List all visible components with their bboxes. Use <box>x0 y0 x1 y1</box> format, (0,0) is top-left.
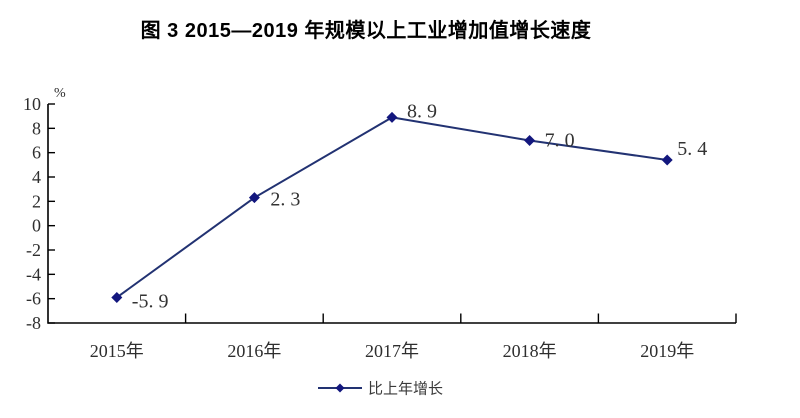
y-axis-tick-label: -6 <box>26 289 41 309</box>
chart-title: 图 3 2015—2019 年规模以上工业增加值增长速度 <box>140 20 592 42</box>
y-axis-tick-label: 8 <box>32 118 41 138</box>
x-axis-category-label: 2016年 <box>227 341 281 361</box>
legend-label: 比上年增长 <box>368 381 443 398</box>
y-axis-tick-label: 0 <box>32 216 41 236</box>
x-axis-category-label: 2018年 <box>503 341 557 361</box>
y-axis-tick-label: 10 <box>23 94 41 114</box>
data-point-marker <box>386 111 398 123</box>
data-point-marker <box>524 135 536 146</box>
x-axis-category-label: 2017年 <box>365 341 419 361</box>
y-axis-unit-label: % <box>54 86 66 101</box>
data-point-marker <box>661 154 673 166</box>
series-line <box>116 116 668 299</box>
data-point-marker <box>248 192 260 204</box>
data-point-label: 5. 4 <box>677 138 707 160</box>
data-point-label: -5. 9 <box>132 290 169 312</box>
x-axis-category-label: 2019年 <box>640 341 694 361</box>
data-point-label: 7. 0 <box>545 130 575 152</box>
data-point-label: 2. 3 <box>270 189 300 211</box>
x-axis-category-label: 2015年 <box>90 341 144 361</box>
y-axis-tick-label: 6 <box>32 143 41 163</box>
y-axis-tick-label: -8 <box>26 313 41 333</box>
data-point-label: 8. 9 <box>407 100 437 122</box>
y-axis-tick-label: 2 <box>32 191 41 211</box>
legend-diamond-icon <box>335 383 345 393</box>
y-axis-tick-label: -2 <box>26 240 41 260</box>
y-axis-tick-label: 4 <box>32 167 41 187</box>
y-axis-tick-label: -4 <box>26 264 41 284</box>
data-point-marker <box>111 291 123 303</box>
